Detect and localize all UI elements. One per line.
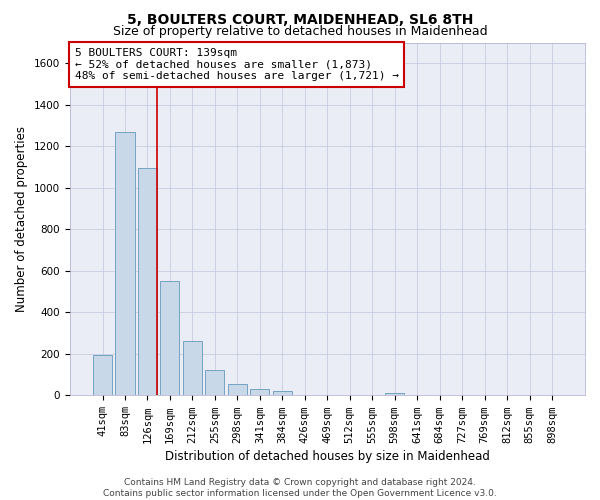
Y-axis label: Number of detached properties: Number of detached properties xyxy=(15,126,28,312)
Text: Contains HM Land Registry data © Crown copyright and database right 2024.
Contai: Contains HM Land Registry data © Crown c… xyxy=(103,478,497,498)
Bar xyxy=(138,168,157,396)
Bar xyxy=(160,281,179,396)
Text: Size of property relative to detached houses in Maidenhead: Size of property relative to detached ho… xyxy=(113,25,487,38)
Bar xyxy=(183,342,202,396)
Bar xyxy=(273,391,292,396)
Bar xyxy=(250,389,269,396)
Bar xyxy=(115,132,134,396)
X-axis label: Distribution of detached houses by size in Maidenhead: Distribution of detached houses by size … xyxy=(165,450,490,462)
Text: 5, BOULTERS COURT, MAIDENHEAD, SL6 8TH: 5, BOULTERS COURT, MAIDENHEAD, SL6 8TH xyxy=(127,12,473,26)
Bar xyxy=(228,384,247,396)
Text: 5 BOULTERS COURT: 139sqm
← 52% of detached houses are smaller (1,873)
48% of sem: 5 BOULTERS COURT: 139sqm ← 52% of detach… xyxy=(74,48,398,81)
Bar xyxy=(205,370,224,396)
Bar xyxy=(93,355,112,396)
Bar xyxy=(385,394,404,396)
